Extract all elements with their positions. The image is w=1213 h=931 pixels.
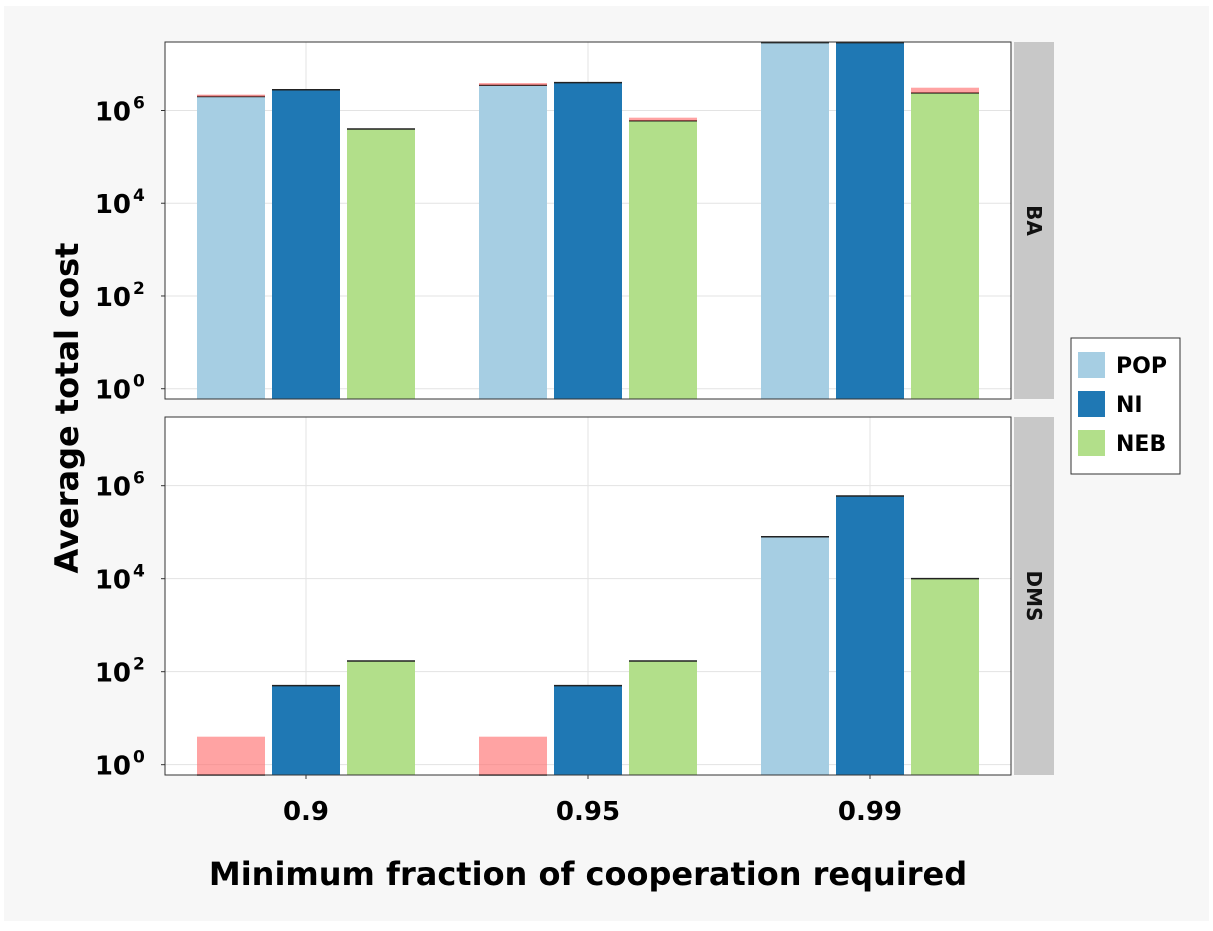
error-band [197,736,265,775]
error-band [629,117,697,121]
panel-border [164,41,1012,400]
y-tick-label-base: 10 [95,97,131,127]
x-tick-label: 0.99 [838,797,902,827]
legend-label-ni: NI [1116,393,1143,418]
y-tick-label-base: 10 [95,376,131,406]
bar-dms-ni-0_9 [272,685,340,775]
y-tick-label-exponent: 6 [133,93,145,113]
y-tick-label-exponent: 6 [133,469,145,489]
y-tick-label-exponent: 2 [133,655,145,675]
bar-dms-ni-0_95 [554,685,622,775]
facet-strip [1014,42,1054,399]
bar-ba-ni-0_95 [554,82,622,399]
facet-label-dms: DMS [1022,571,1046,622]
bar-dms-ni-0_99 [836,496,904,775]
y-tick-label-exponent: 2 [133,279,145,299]
bar-dms-pop-0_99 [761,536,829,775]
y-tick-label-base: 10 [95,283,131,313]
bar-ba-ni-0_99 [836,42,904,400]
legend-swatch-pop [1078,352,1105,378]
y-tick-label-exponent: 4 [133,186,145,206]
bar-dms-neb-0_9 [347,660,415,775]
y-axis-title: Average total cost [48,243,86,574]
y-tick-label-exponent: 0 [133,372,145,392]
x-axis-title: Minimum fraction of cooperation required [209,855,967,893]
error-band [911,87,979,93]
bar-ba-pop-0_99 [761,42,829,400]
legend-label-neb: NEB [1116,432,1166,457]
facet-strip [1014,417,1054,775]
x-tick-label: 0.9 [283,797,329,827]
bar-dms-neb-0_95 [629,660,697,775]
legend-label-pop: POP [1116,354,1167,379]
error-band [479,736,547,775]
facet-label-ba: BA [1022,205,1046,236]
error-band [197,94,265,97]
bar-ba-neb-0_95 [629,120,697,399]
y-tick-label-base: 10 [95,473,131,503]
y-tick-label-base: 10 [95,566,131,596]
bar-ba-neb-0_9 [347,128,415,399]
legend-swatch-ni [1078,391,1105,417]
y-tick-label-base: 10 [95,659,131,689]
y-tick-label-base: 10 [95,752,131,782]
bar-dms-neb-0_99 [911,578,979,775]
bar-ba-neb-0_99 [911,92,979,400]
legend-swatch-neb [1078,430,1105,456]
y-tick-label-exponent: 0 [133,748,145,768]
y-tick-label-base: 10 [95,190,131,220]
y-tick-label-exponent: 4 [133,562,145,582]
error-band [479,83,547,86]
x-tick-label: 0.95 [556,797,620,827]
bar-ba-pop-0_95 [479,85,547,399]
bar-ba-pop-0_9 [197,96,265,400]
bar-ba-ni-0_9 [272,89,340,400]
